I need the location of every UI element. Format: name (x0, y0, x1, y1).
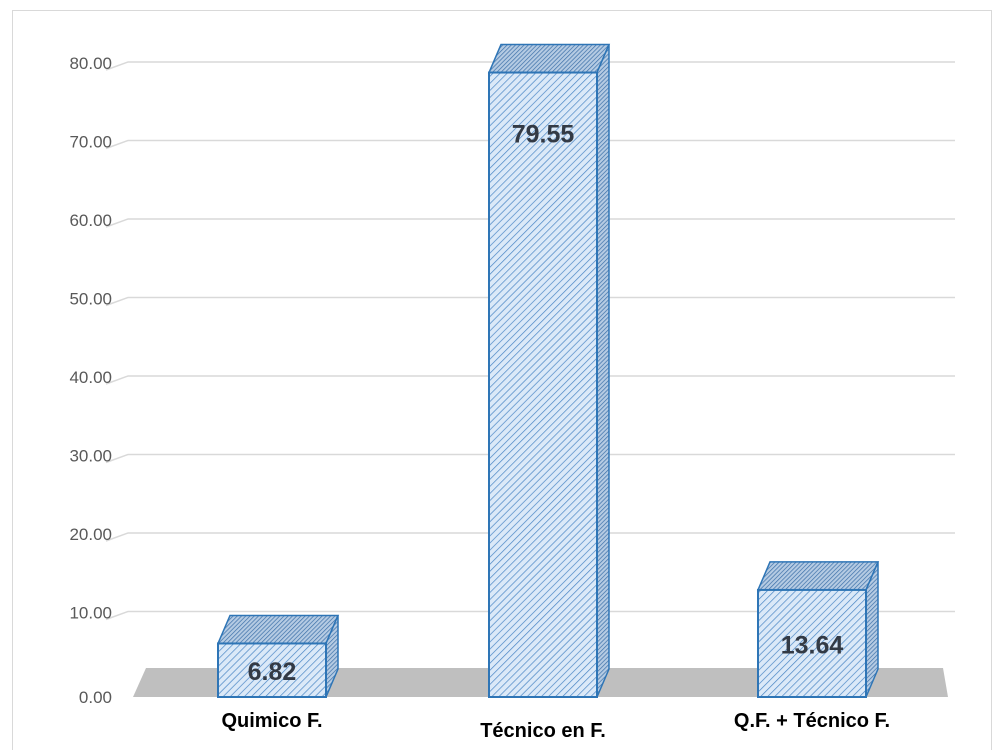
y-tick-label: 30.00 (69, 447, 112, 466)
gridline (105, 61, 955, 71)
data-label: 13.64 (781, 631, 844, 659)
gridline (105, 139, 955, 150)
y-axis-ticks: 0.00 10.00 20.00 30.00 40.00 50.00 60.00 70.00 8… (69, 54, 112, 707)
bars (216, 43, 880, 699)
category-label: Quimico F. (221, 710, 322, 732)
gridline (105, 610, 955, 621)
y-tick-label: 50.00 (69, 290, 112, 309)
bar (756, 561, 880, 699)
gridline (105, 218, 955, 228)
bar (487, 43, 611, 699)
y-tick-label: 10.00 (69, 604, 112, 623)
category-label: Q.F. + Técnico F. (734, 710, 890, 732)
bar-top-face (487, 43, 611, 74)
bar-top-face (756, 561, 880, 591)
bar-front-face (757, 588, 867, 699)
y-tick-label: 40.00 (69, 368, 112, 387)
bar-top-face (216, 614, 340, 645)
y-tick-label: 0.00 (79, 688, 112, 707)
data-label: 6.82 (248, 658, 297, 686)
gridline (105, 375, 955, 385)
gridline (105, 296, 955, 307)
gridlines (105, 61, 955, 621)
data-label: 79.55 (512, 121, 575, 149)
y-tick-label: 60.00 (69, 211, 112, 230)
bar-side-face (596, 44, 610, 698)
bar (216, 614, 340, 699)
bar-front-face (488, 71, 598, 699)
y-tick-label: 70.00 (69, 133, 112, 152)
bar-front-face (217, 642, 327, 699)
x-axis-categories: Quimico F. Técnico en F. Q.F. + Técnico F. (221, 710, 890, 740)
data-labels: 6.82 79.55 13.64 (248, 121, 844, 687)
gridline (105, 453, 955, 464)
category-label: Técnico en F. (480, 720, 606, 740)
y-tick-label: 80.00 (69, 54, 112, 73)
gridline (105, 532, 955, 542)
y-tick-label: 20.00 (69, 525, 112, 544)
chart-frame (12, 10, 992, 750)
